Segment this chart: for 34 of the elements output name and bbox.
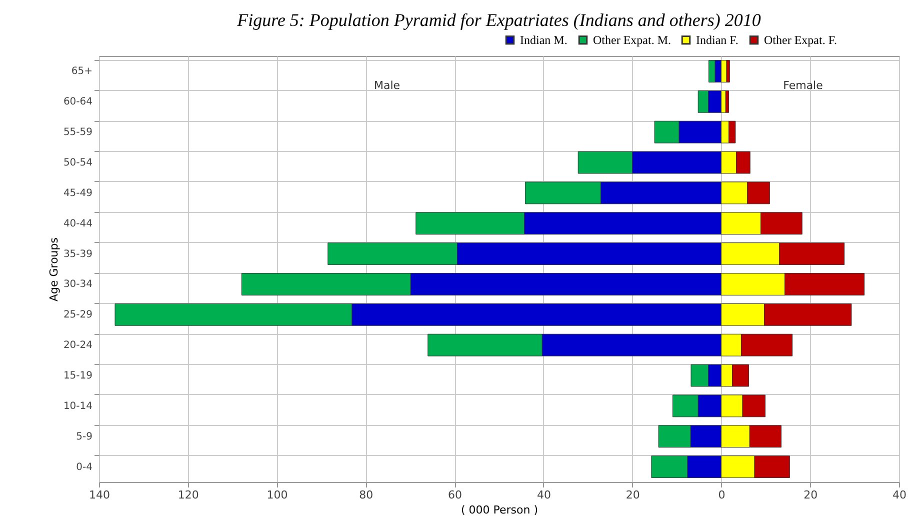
y-tick-label: 0-4 [76,462,92,473]
annotation: Female [783,79,824,92]
x-tick-label: 40 [892,488,906,502]
chart-title: Figure 5: Population Pyramid for Expatriates (Indians and others) 2010 [236,10,761,30]
y-tick-label: 25-29 [63,310,92,321]
x-tick-label: 80 [359,488,374,502]
legend-label: Indian M. [520,33,568,48]
legend-label: Other Expat. F. [764,33,838,48]
y-tick-label: 45-49 [63,188,92,199]
y-tick-label: 40-44 [63,218,92,230]
x-tick-label: 120 [178,488,199,502]
y-tick-label: 5-9 [76,431,92,442]
bar [725,90,730,113]
y-tick-label: 65+ [71,66,92,78]
annotation: Male [374,79,400,92]
y-tick-label: 15-19 [63,370,92,382]
y-tick-label: 55-59 [63,127,92,138]
y-tick-label: 10-14 [63,400,92,412]
legend-label: Other Expat. M. [593,33,671,48]
x-tick-label: 40 [536,488,551,502]
x-tick-label: 100 [266,488,288,502]
y-tick-label: 30-34 [63,279,92,290]
y-tick-label: 60-64 [63,96,92,108]
x-tick-label: 20 [626,488,640,502]
y-tick-label: 20-24 [63,340,92,352]
y-axis-title: Age Groups [47,237,60,302]
x-tick-label: 60 [448,488,462,502]
y-tick-label: 35-39 [63,248,92,260]
x-axis-title: ( 000 Person ) [460,504,538,516]
legend-label: Indian F. [696,33,738,48]
x-tick-label: 0 [718,488,726,502]
y-tick-label: 50-54 [63,158,92,168]
x-tick-label: 20 [804,488,818,502]
x-tick-label: 140 [89,488,110,502]
